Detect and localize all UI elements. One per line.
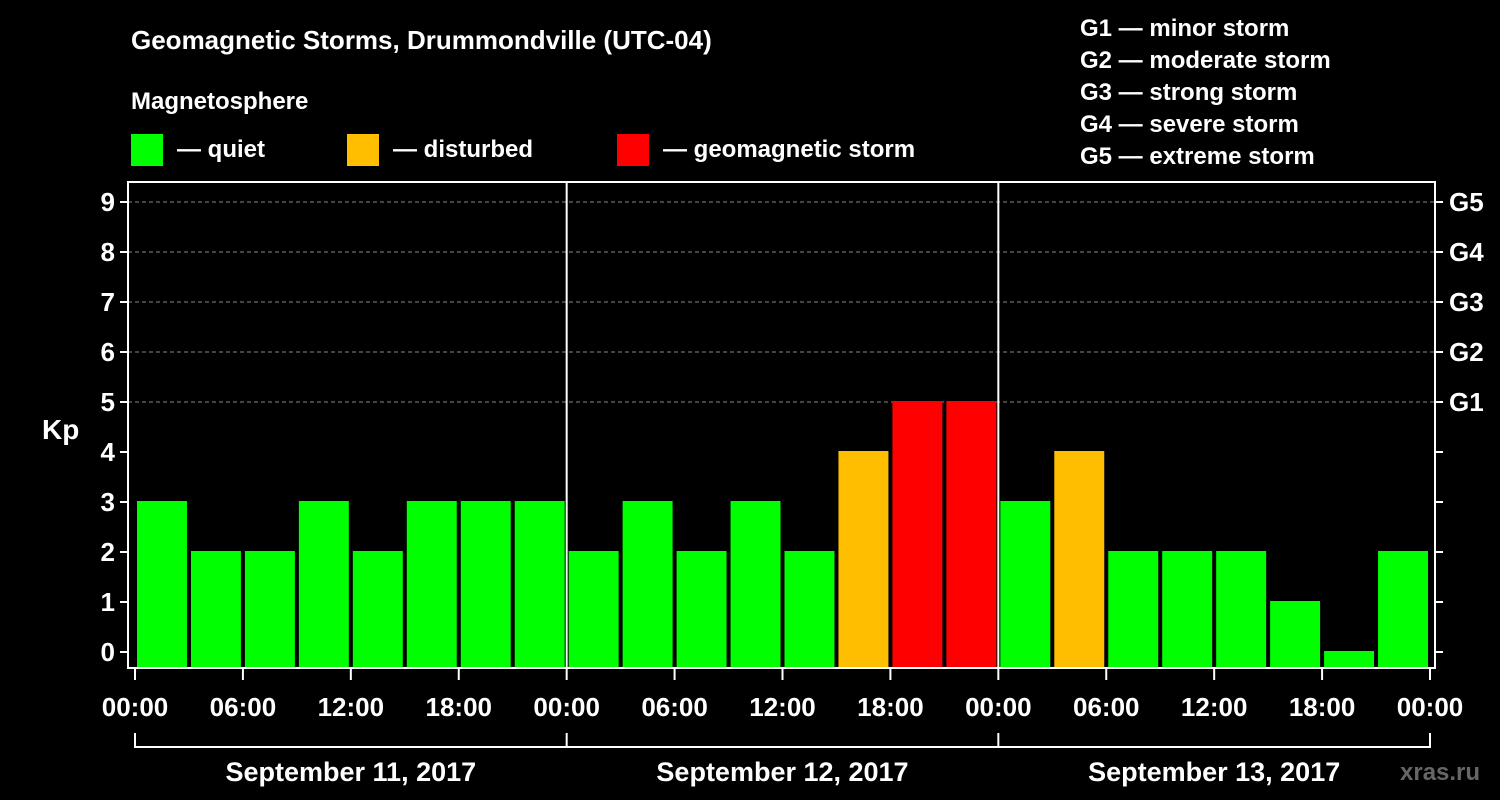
kp-bar [1000, 501, 1051, 667]
storm-scale-g5: G5 — extreme storm [1080, 143, 1315, 170]
kp-bar [406, 501, 457, 667]
y-axis-label: Kp [42, 414, 79, 445]
legend-heading: Magnetosphere [131, 88, 308, 115]
day-dividers [565, 182, 1000, 668]
storm-scale-g2: G2 — moderate storm [1080, 47, 1331, 74]
x-tick-label: 18:00 [426, 692, 493, 722]
x-tick-label: 18:00 [857, 692, 924, 722]
x-tick-labels: 00:00 06:00 12:00 18:00 00:00 06:00 12:00 18:00… [102, 668, 1464, 722]
kp-bar [1054, 451, 1105, 667]
y-tick-label: 1 [101, 587, 115, 617]
kp-bar [514, 501, 565, 667]
x-tick-label: 06:00 [641, 692, 708, 722]
kp-bar [838, 451, 889, 667]
day-label: September 13, 2017 [1088, 757, 1340, 787]
x-tick-label: 06:00 [210, 692, 277, 722]
legend-label-disturbed: — disturbed [393, 136, 533, 163]
x-tick-label: 06:00 [1073, 692, 1140, 722]
kp-bar [244, 551, 295, 667]
y-tick-label: 6 [101, 337, 115, 367]
kp-bar [892, 401, 943, 667]
legend: — quiet — disturbed — geomagnetic storm [131, 134, 915, 166]
watermark: xras.ru [1400, 759, 1480, 786]
kp-bar [676, 551, 727, 667]
g-scale-label: G5 [1449, 187, 1484, 217]
g-scale-label: G2 [1449, 337, 1484, 367]
kp-bar [622, 501, 673, 667]
y-tick-label: 2 [101, 537, 115, 567]
kp-bar [1378, 551, 1428, 667]
kp-bar [730, 501, 781, 667]
y-tick-label: 4 [101, 437, 116, 467]
y-tick-label: 3 [101, 487, 115, 517]
x-tick-label: 12:00 [318, 692, 385, 722]
x-tick-label: 00:00 [533, 692, 600, 722]
kp-bar [352, 551, 403, 667]
storm-scale-g4: G4 — severe storm [1080, 111, 1299, 138]
chart-title: Geomagnetic Storms, Drummondville (UTC-0… [131, 25, 712, 55]
x-tick-label: 00:00 [1397, 692, 1464, 722]
g-scale-tick-labels: G1 G2 G3 G4 G5 [1449, 187, 1484, 417]
g-scale-label: G3 [1449, 287, 1484, 317]
x-tick-label: 18:00 [1289, 692, 1356, 722]
x-tick-label: 12:00 [1181, 692, 1248, 722]
g-scale-label: G4 [1449, 237, 1484, 267]
legend-swatch-disturbed [347, 134, 379, 166]
kp-bar [460, 501, 511, 667]
kp-bar [1270, 601, 1321, 667]
legend-swatch-storm [617, 134, 649, 166]
y-tick-label: 5 [101, 387, 115, 417]
bars [137, 401, 1428, 667]
g-scale-label: G1 [1449, 387, 1484, 417]
kp-bar [946, 401, 997, 667]
day-label: September 12, 2017 [656, 757, 908, 787]
kp-bar [190, 551, 241, 667]
kp-bar [1324, 651, 1375, 667]
y-tick-label: 9 [101, 187, 115, 217]
y-tick-label: 7 [101, 287, 115, 317]
kp-bar [298, 501, 349, 667]
kp-bar [137, 501, 187, 667]
legend-label-quiet: — quiet [177, 136, 265, 163]
kp-bar [784, 551, 835, 667]
day-brackets: September 11, 2017 September 12, 2017 Sept… [134, 733, 1431, 787]
storm-scale-legend: G1 — minor storm G2 — moderate storm G3 … [1080, 15, 1331, 170]
kp-bar [568, 551, 619, 667]
y-tick-label: 8 [101, 237, 115, 267]
gridlines [128, 201, 1435, 403]
y-tick-label: 0 [101, 637, 115, 667]
x-tick-label: 00:00 [102, 692, 169, 722]
storm-scale-g3: G3 — strong storm [1080, 79, 1297, 106]
legend-label-storm: — geomagnetic storm [663, 136, 915, 163]
storm-scale-g1: G1 — minor storm [1080, 15, 1289, 42]
kp-bar [1108, 551, 1159, 667]
legend-swatch-quiet [131, 134, 163, 166]
x-tick-label: 00:00 [965, 692, 1032, 722]
x-tick-label: 12:00 [749, 692, 816, 722]
day-label: September 11, 2017 [225, 757, 476, 787]
y-tick-labels: 0 1 2 3 4 5 6 7 8 9 [101, 187, 1443, 667]
kp-bar [1162, 551, 1213, 667]
kp-bar [1216, 551, 1267, 667]
